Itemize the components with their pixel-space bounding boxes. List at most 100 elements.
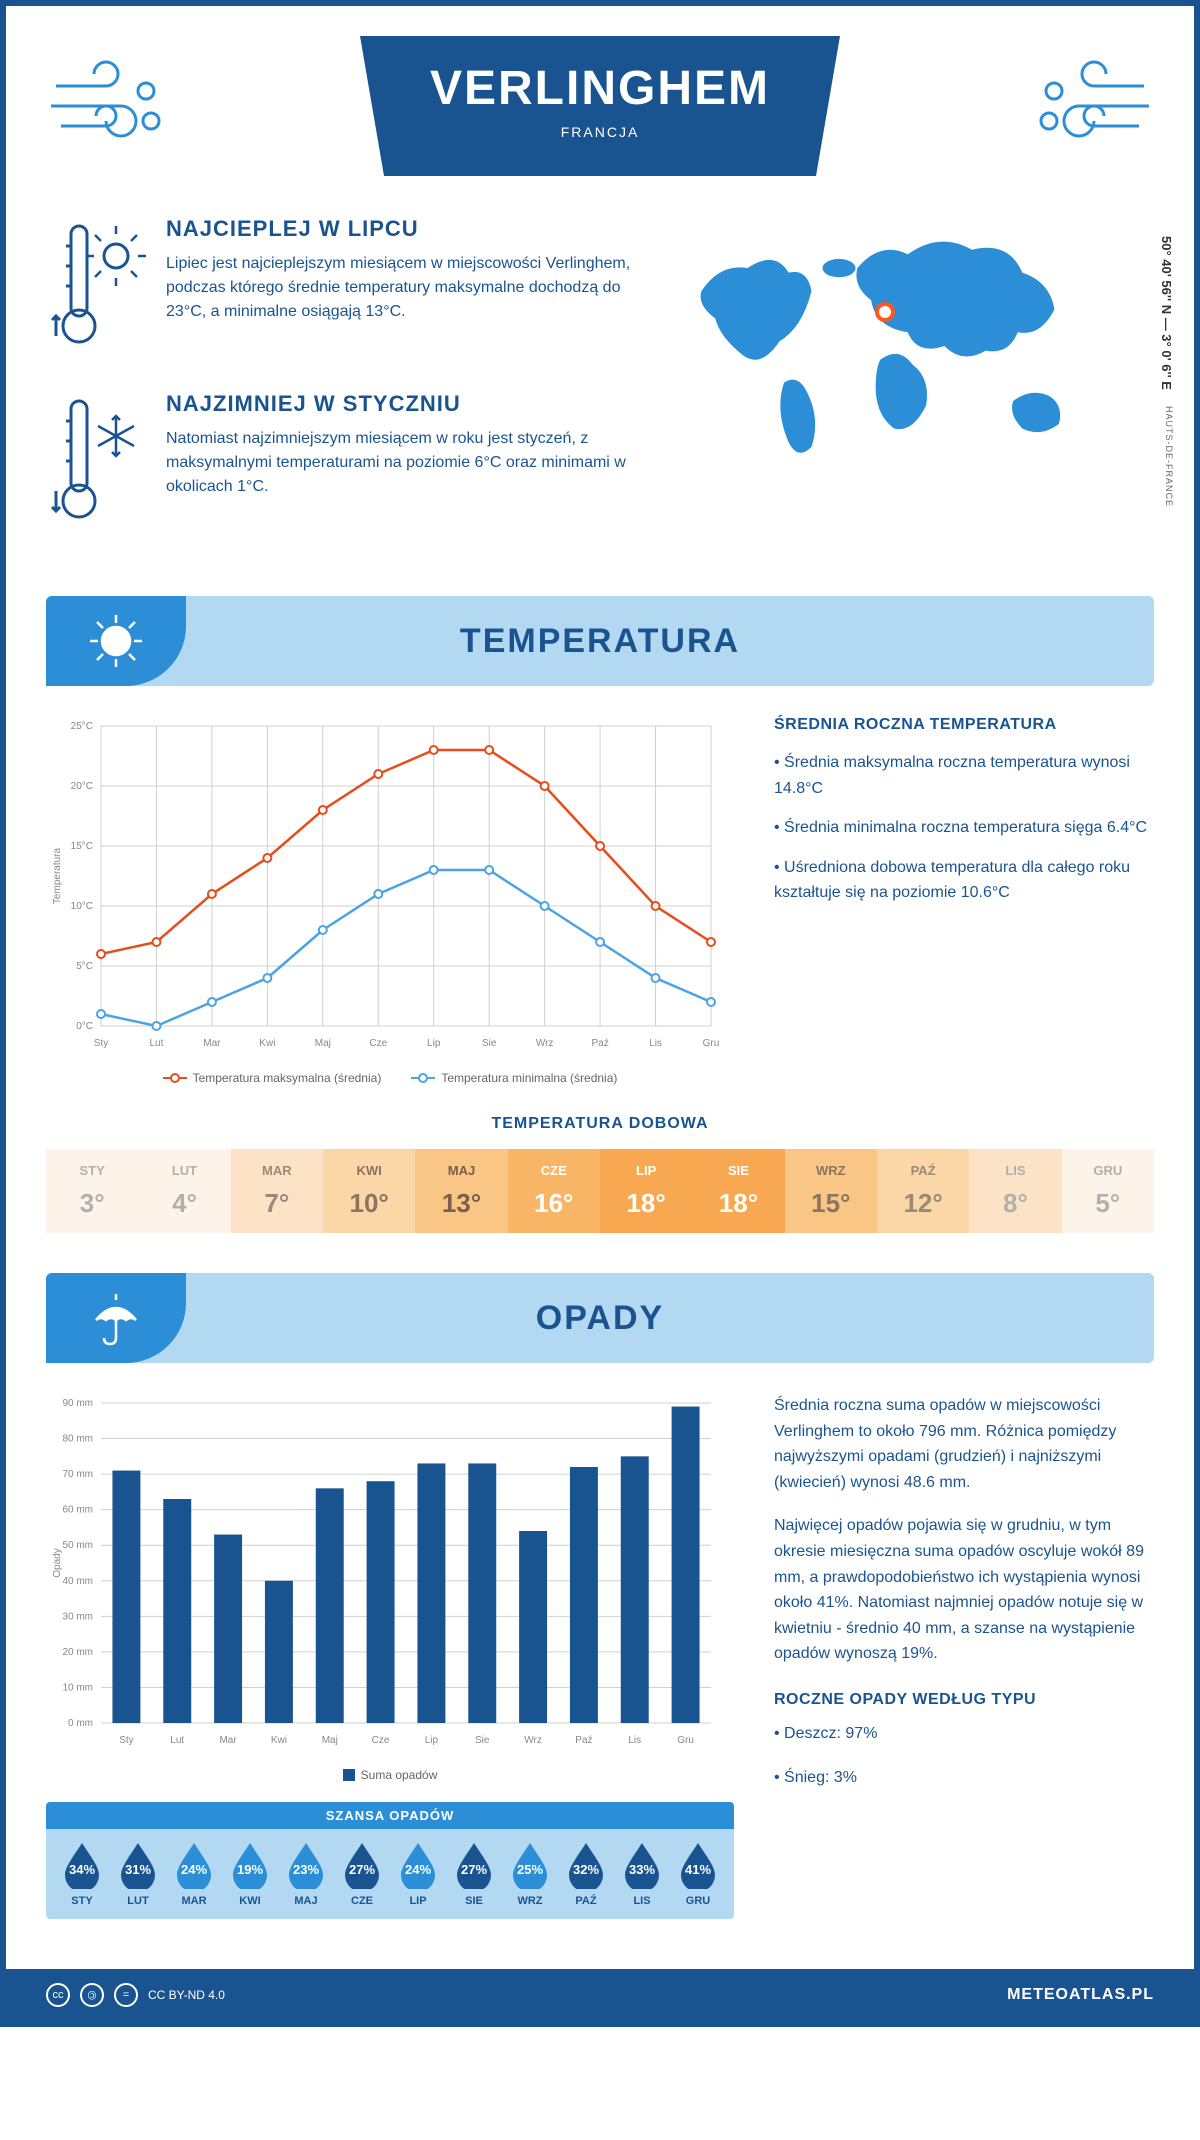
svg-text:Mar: Mar bbox=[203, 1038, 221, 1049]
site-credit: METEOATLAS.PL bbox=[1007, 1986, 1154, 2004]
chance-cell: 27% CZE bbox=[334, 1841, 390, 1907]
nd-icon: = bbox=[114, 1983, 138, 2007]
svg-text:Cze: Cze bbox=[369, 1038, 387, 1049]
svg-text:50 mm: 50 mm bbox=[62, 1540, 93, 1551]
cc-icon: cc bbox=[46, 1983, 70, 2007]
temperature-summary: ŚREDNIA ROCZNA TEMPERATURA • Średnia mak… bbox=[774, 716, 1154, 1085]
title-banner: VERLINGHEM FRANCJA bbox=[360, 36, 840, 176]
chance-title: SZANSA OPADÓW bbox=[46, 1802, 734, 1829]
legend-precip: Suma opadów bbox=[343, 1768, 438, 1782]
svg-text:Lut: Lut bbox=[150, 1038, 164, 1049]
raindrop-icon: 31% bbox=[117, 1841, 159, 1889]
daily-cell: LUT 4° bbox=[138, 1149, 230, 1233]
chance-cell: 23% MAJ bbox=[278, 1841, 334, 1907]
svg-text:70 mm: 70 mm bbox=[62, 1469, 93, 1480]
precipitation-summary: Średnia roczna suma opadów w miejscowośc… bbox=[774, 1393, 1154, 1919]
precipitation-section-header: OPADY bbox=[46, 1273, 1154, 1363]
daily-cell: MAR 7° bbox=[231, 1149, 323, 1233]
svg-text:60 mm: 60 mm bbox=[62, 1505, 93, 1516]
chance-cell: 33% LIS bbox=[614, 1841, 670, 1907]
daily-cell: PAŹ 12° bbox=[877, 1149, 969, 1233]
license-text: CC BY-ND 4.0 bbox=[148, 1988, 225, 2002]
coldest-text: Natomiast najzimniejszym miesiącem w rok… bbox=[166, 427, 644, 499]
raindrop-icon: 32% bbox=[565, 1841, 607, 1889]
daily-cell: LIP 18° bbox=[600, 1149, 692, 1233]
daily-temp-title: TEMPERATURA DOBOWA bbox=[46, 1115, 1154, 1133]
chance-cell: 31% LUT bbox=[110, 1841, 166, 1907]
svg-text:80 mm: 80 mm bbox=[62, 1434, 93, 1445]
svg-text:0 mm: 0 mm bbox=[68, 1718, 93, 1729]
svg-text:Kwi: Kwi bbox=[259, 1038, 275, 1049]
temperature-heading: TEMPERATURA bbox=[460, 622, 740, 661]
svg-text:25°C: 25°C bbox=[71, 721, 93, 732]
chance-cell: 24% MAR bbox=[166, 1841, 222, 1907]
svg-text:30 mm: 30 mm bbox=[62, 1611, 93, 1622]
svg-text:Sty: Sty bbox=[94, 1038, 108, 1049]
svg-text:5°C: 5°C bbox=[76, 961, 93, 972]
svg-text:90 mm: 90 mm bbox=[62, 1398, 93, 1409]
region-label: HAUTS-DE-FRANCE bbox=[1164, 406, 1174, 507]
svg-text:Wrz: Wrz bbox=[536, 1038, 554, 1049]
chance-cell: 27% SIE bbox=[446, 1841, 502, 1907]
sun-icon bbox=[46, 596, 186, 686]
svg-text:Kwi: Kwi bbox=[271, 1735, 287, 1746]
by-icon: 🄯 bbox=[80, 1983, 104, 2007]
daily-cell: MAJ 13° bbox=[415, 1149, 507, 1233]
raindrop-icon: 25% bbox=[509, 1841, 551, 1889]
svg-text:10 mm: 10 mm bbox=[62, 1682, 93, 1693]
world-map bbox=[674, 216, 1154, 481]
raindrop-icon: 41% bbox=[677, 1841, 719, 1889]
raindrop-icon: 34% bbox=[61, 1841, 103, 1889]
page-footer: cc 🄯 = CC BY-ND 4.0 METEOATLAS.PL bbox=[6, 1969, 1194, 2021]
svg-text:Lut: Lut bbox=[170, 1735, 184, 1746]
svg-text:Opady: Opady bbox=[52, 1548, 63, 1577]
svg-text:15°C: 15°C bbox=[71, 841, 93, 852]
svg-text:Temperatura: Temperatura bbox=[52, 847, 63, 904]
svg-text:Sie: Sie bbox=[482, 1038, 497, 1049]
coldest-title: NAJZIMNIEJ W STYCZNIU bbox=[166, 391, 644, 417]
raindrop-icon: 19% bbox=[229, 1841, 271, 1889]
raindrop-icon: 27% bbox=[453, 1841, 495, 1889]
daily-cell: KWI 10° bbox=[323, 1149, 415, 1233]
location-title: VERLINGHEM bbox=[360, 61, 840, 116]
warmest-block: NAJCIEPLEJ W LIPCU Lipiec jest najcieple… bbox=[46, 216, 644, 361]
daily-cell: WRZ 15° bbox=[785, 1149, 877, 1233]
svg-text:20°C: 20°C bbox=[71, 781, 93, 792]
svg-text:Gru: Gru bbox=[677, 1735, 694, 1746]
svg-text:Sty: Sty bbox=[119, 1735, 133, 1746]
svg-text:Paź: Paź bbox=[575, 1735, 592, 1746]
svg-text:Cze: Cze bbox=[372, 1735, 390, 1746]
svg-text:Sie: Sie bbox=[475, 1735, 490, 1746]
svg-text:Paź: Paź bbox=[591, 1038, 608, 1049]
raindrop-icon: 24% bbox=[397, 1841, 439, 1889]
svg-text:Maj: Maj bbox=[322, 1735, 338, 1746]
daily-cell: SIE 18° bbox=[692, 1149, 784, 1233]
svg-text:20 mm: 20 mm bbox=[62, 1647, 93, 1658]
svg-text:Lip: Lip bbox=[425, 1735, 439, 1746]
coordinates-label: 50° 40' 56'' N — 3° 0' 6'' E bbox=[1159, 236, 1174, 390]
daily-cell: GRU 5° bbox=[1062, 1149, 1154, 1233]
chance-cell: 32% PAŹ bbox=[558, 1841, 614, 1907]
chance-cell: 24% LIP bbox=[390, 1841, 446, 1907]
svg-text:Lip: Lip bbox=[427, 1038, 441, 1049]
raindrop-icon: 24% bbox=[173, 1841, 215, 1889]
raindrop-icon: 27% bbox=[341, 1841, 383, 1889]
svg-text:Gru: Gru bbox=[703, 1038, 720, 1049]
chance-cell: 19% KWI bbox=[222, 1841, 278, 1907]
daily-temp-table: STY 3° LUT 4° MAR 7° KWI 10° MAJ 13° CZE… bbox=[46, 1149, 1154, 1233]
legend-min: .legend-item:nth-child(2) .legend-mark::… bbox=[411, 1071, 617, 1085]
chance-cell: 25% WRZ bbox=[502, 1841, 558, 1907]
raindrop-icon: 33% bbox=[621, 1841, 663, 1889]
coldest-block: NAJZIMNIEJ W STYCZNIU Natomiast najzimni… bbox=[46, 391, 644, 536]
svg-text:Mar: Mar bbox=[219, 1735, 237, 1746]
temperature-section-header: TEMPERATURA bbox=[46, 596, 1154, 686]
umbrella-icon bbox=[46, 1273, 186, 1363]
thermometer-sun-icon bbox=[46, 216, 146, 361]
svg-text:40 mm: 40 mm bbox=[62, 1576, 93, 1587]
precipitation-heading: OPADY bbox=[536, 1299, 664, 1338]
legend-max: .legend-item:nth-child(1) .legend-mark::… bbox=[163, 1071, 382, 1085]
precipitation-bar-chart: 0 mm 10 mm 20 mm 30 mm 40 mm 50 mm 60 mm 70 mm 8… bbox=[46, 1393, 726, 1753]
svg-text:Maj: Maj bbox=[315, 1038, 331, 1049]
wind-icon bbox=[1014, 56, 1154, 156]
temperature-line-chart: 0°C5°C10°C15°C20°C25°CStyLutMarKwiMajCze… bbox=[46, 716, 734, 1085]
